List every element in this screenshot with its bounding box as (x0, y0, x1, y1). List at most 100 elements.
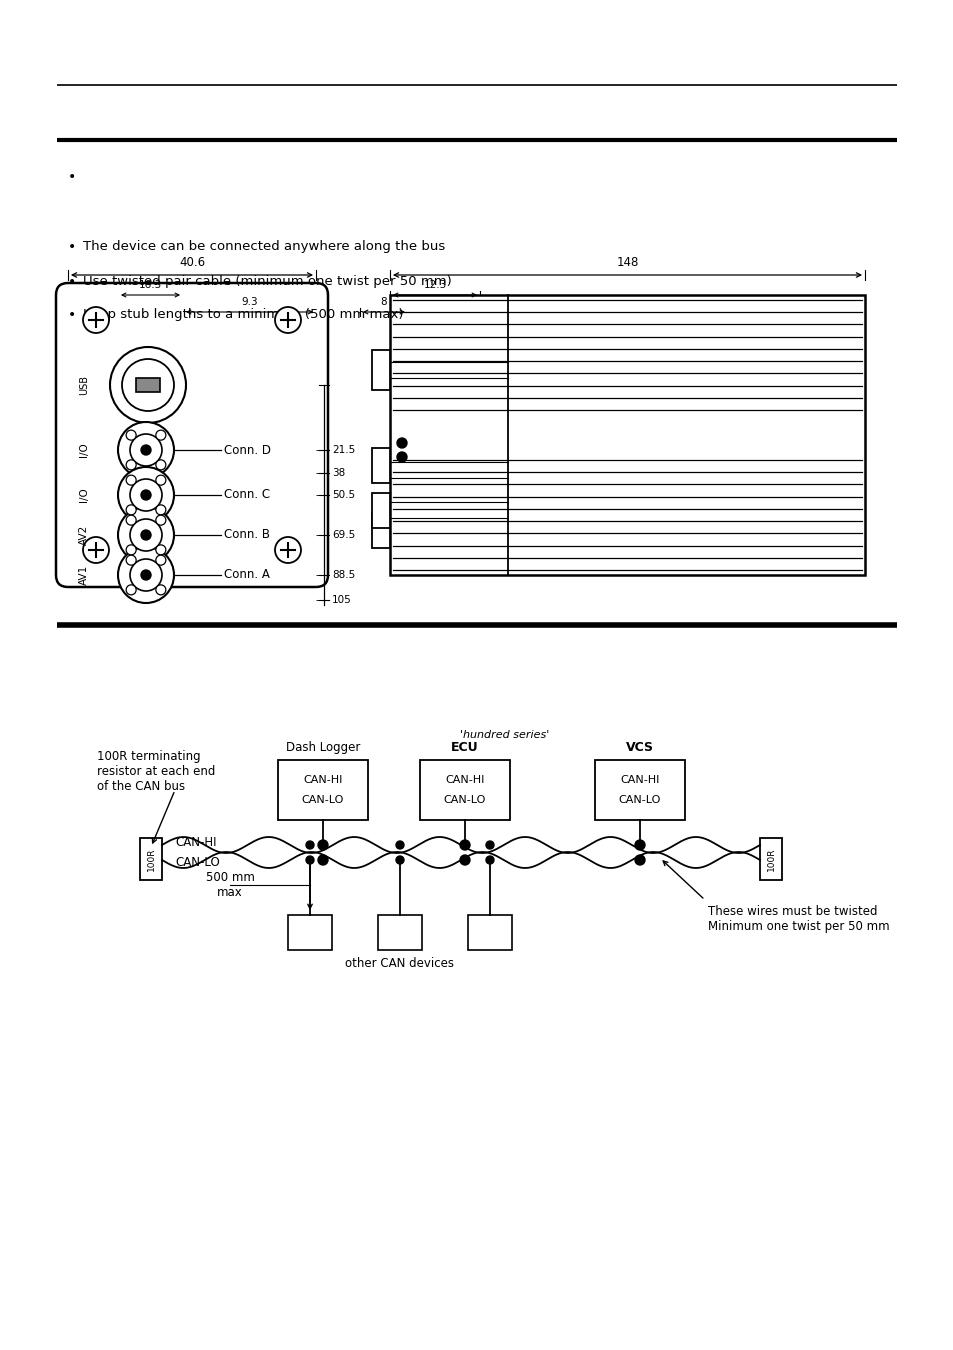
Circle shape (155, 460, 166, 470)
Circle shape (317, 840, 328, 850)
Text: Keep stub lengths to a minimum (500 mm max): Keep stub lengths to a minimum (500 mm m… (83, 308, 403, 321)
Circle shape (130, 518, 162, 551)
Text: CAN-LO: CAN-LO (443, 795, 486, 805)
Circle shape (141, 570, 151, 580)
Circle shape (126, 431, 136, 440)
Text: I/O: I/O (79, 487, 89, 502)
Circle shape (126, 475, 136, 485)
Circle shape (122, 359, 173, 410)
Bar (277, 760, 368, 819)
Text: 105: 105 (332, 595, 352, 605)
Circle shape (306, 841, 314, 849)
Text: 21.5: 21.5 (332, 446, 355, 455)
Circle shape (155, 555, 166, 566)
Text: 148: 148 (616, 256, 638, 269)
Text: 40.6: 40.6 (179, 256, 205, 269)
Circle shape (141, 531, 151, 540)
Circle shape (317, 855, 328, 865)
Circle shape (274, 306, 301, 333)
Text: Conn. C: Conn. C (224, 489, 270, 501)
Text: USB: USB (79, 375, 89, 396)
Bar (136, 378, 160, 392)
Circle shape (126, 545, 136, 555)
Bar (140, 838, 162, 880)
Text: Dash Logger: Dash Logger (286, 741, 360, 755)
Text: •: • (68, 275, 76, 289)
Text: The device can be connected anywhere along the bus: The device can be connected anywhere alo… (83, 240, 445, 252)
Circle shape (141, 490, 151, 500)
Circle shape (396, 452, 407, 462)
Text: 100R terminating
resistor at each end
of the CAN bus: 100R terminating resistor at each end of… (97, 751, 215, 792)
Text: These wires must be twisted
Minimum one twist per 50 mm: These wires must be twisted Minimum one … (707, 904, 889, 933)
Text: CAN-LO: CAN-LO (618, 795, 660, 805)
Text: 38: 38 (332, 468, 345, 478)
Bar (377, 915, 421, 950)
Text: CAN-LO: CAN-LO (174, 856, 219, 868)
Text: 'hundred series': 'hundred series' (460, 730, 549, 740)
Text: 500 mm
max: 500 mm max (205, 871, 254, 899)
FancyBboxPatch shape (56, 284, 328, 587)
Bar (419, 760, 510, 819)
Text: Conn. B: Conn. B (224, 528, 270, 541)
Circle shape (155, 475, 166, 485)
Circle shape (459, 855, 470, 865)
Circle shape (126, 505, 136, 514)
Text: Use twisted pair cable (minimum one twist per 50 mm): Use twisted pair cable (minimum one twis… (83, 275, 452, 288)
Text: AV2: AV2 (79, 525, 89, 545)
Text: 12.3: 12.3 (423, 279, 446, 290)
Text: 50.5: 50.5 (332, 490, 355, 500)
Text: Conn. D: Conn. D (224, 444, 271, 456)
Circle shape (155, 545, 166, 555)
Circle shape (126, 555, 136, 566)
Circle shape (130, 479, 162, 512)
Circle shape (118, 423, 173, 478)
Circle shape (396, 437, 407, 448)
Bar (372, 447, 390, 482)
Text: 100R: 100R (147, 848, 155, 871)
Circle shape (395, 856, 403, 864)
Circle shape (83, 306, 109, 333)
Text: CAN-HI: CAN-HI (619, 775, 659, 784)
Text: 9.3: 9.3 (241, 297, 257, 306)
Text: ECU: ECU (451, 741, 478, 755)
Text: •: • (68, 240, 76, 254)
Circle shape (485, 841, 494, 849)
Circle shape (635, 855, 644, 865)
Circle shape (83, 537, 109, 563)
Text: •: • (68, 170, 76, 184)
Text: 100R: 100R (765, 848, 775, 871)
Circle shape (126, 516, 136, 525)
Bar (372, 513, 390, 548)
Circle shape (118, 508, 173, 563)
Text: CAN-HI: CAN-HI (445, 775, 484, 784)
Bar (595, 760, 684, 819)
Circle shape (306, 856, 314, 864)
Circle shape (459, 840, 470, 850)
Circle shape (130, 559, 162, 591)
Text: Conn. A: Conn. A (224, 568, 270, 582)
Circle shape (635, 840, 644, 850)
Bar (760, 838, 781, 880)
Text: 16.3: 16.3 (139, 279, 162, 290)
Text: CAN-HI: CAN-HI (174, 837, 216, 849)
Circle shape (130, 433, 162, 466)
Circle shape (126, 460, 136, 470)
Text: 8: 8 (380, 297, 387, 306)
Text: CAN-LO: CAN-LO (301, 795, 344, 805)
Circle shape (126, 585, 136, 595)
Bar (468, 915, 512, 950)
Text: 69.5: 69.5 (332, 531, 355, 540)
Text: •: • (68, 308, 76, 323)
Text: 88.5: 88.5 (332, 570, 355, 580)
Circle shape (485, 856, 494, 864)
Circle shape (274, 537, 301, 563)
Text: CAN-HI: CAN-HI (303, 775, 342, 784)
Bar (372, 493, 390, 528)
Circle shape (155, 505, 166, 514)
Bar (372, 350, 390, 390)
Text: VCS: VCS (625, 741, 654, 755)
Circle shape (118, 547, 173, 603)
Circle shape (118, 467, 173, 522)
Circle shape (155, 431, 166, 440)
Text: AV1: AV1 (79, 564, 89, 585)
